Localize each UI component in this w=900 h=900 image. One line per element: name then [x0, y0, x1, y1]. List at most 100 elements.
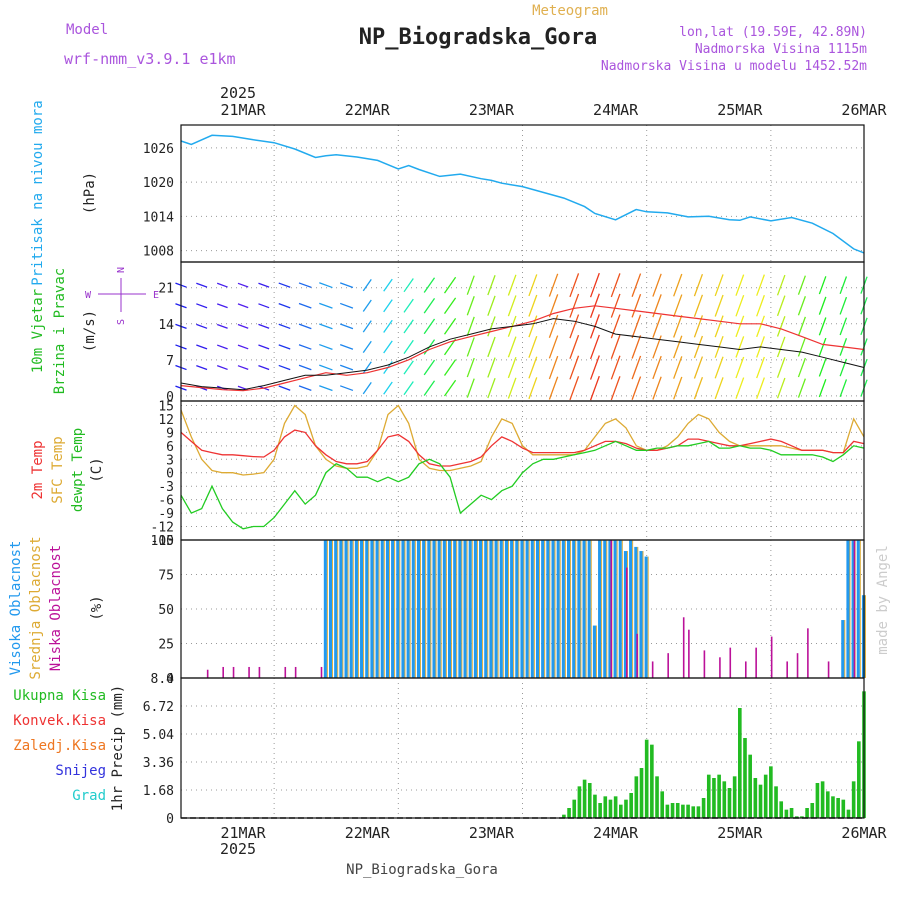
temp-ytick: -6 — [158, 494, 174, 509]
wind-arrow — [589, 272, 600, 298]
wind-arrow — [528, 335, 538, 358]
precip-bar — [758, 784, 763, 818]
wind-key-west: W — [85, 290, 92, 301]
wind-arrow — [383, 299, 393, 313]
wind-arrow — [797, 275, 806, 295]
wind-arrow — [196, 282, 208, 288]
wind-arrow — [298, 344, 312, 350]
mid-cloud-bar — [332, 540, 334, 678]
mid-cloud-bar — [508, 540, 509, 678]
precip-bar — [701, 798, 706, 818]
temp-ylabel-1: 2m Temp — [30, 440, 46, 499]
sfc-temp-line — [180, 404, 865, 476]
high-cloud-bar — [463, 540, 467, 678]
cloud-ylabel-2: Srednja Oblacnost — [28, 536, 44, 679]
low-cloud-bar — [232, 666, 235, 678]
wind-arrow — [362, 279, 372, 292]
wind-arrow — [631, 273, 642, 297]
mid-cloud-bar — [337, 540, 339, 678]
wind-arrow — [319, 302, 333, 309]
mid-cloud-bar — [590, 540, 592, 678]
mid-cloud-bar — [492, 540, 494, 678]
wind-ylabel-2: Brzina i Pravac — [52, 268, 68, 394]
cloud-ytick: 50 — [158, 603, 174, 618]
mid-cloud-bar — [642, 551, 644, 678]
wind-arrow — [693, 273, 704, 297]
bottom-date-axis: 21MAR 22MAR 23MAR 24MAR 25MAR 26MAR 2025 — [220, 824, 888, 858]
mid-cloud-bar — [570, 540, 572, 678]
high-cloud-bar — [510, 540, 514, 678]
mid-cloud-bar — [394, 540, 396, 678]
wind-arrow — [569, 355, 580, 380]
wind-arrow — [652, 273, 662, 297]
mid-cloud-bar — [523, 540, 525, 678]
mid-cloud-bar — [513, 540, 515, 678]
low-cloud-bar — [719, 657, 721, 678]
wind-arrow — [278, 323, 291, 330]
wind-arrow — [403, 319, 414, 334]
temp-ylabel-2: SFC Temp — [50, 436, 66, 503]
high-cloud-bar — [577, 540, 581, 678]
high-cloud-bar — [530, 540, 534, 678]
wind-arrow — [362, 382, 372, 395]
wind-arrow — [466, 316, 475, 337]
bottom-station-label: NP_Biogradska_Gora — [346, 862, 498, 878]
wind-arrow — [610, 314, 621, 339]
wind-arrow — [339, 385, 354, 392]
mid-cloud-bar — [647, 556, 649, 678]
wind-arrow — [714, 377, 724, 400]
low-cloud-bar — [853, 540, 856, 678]
mid-cloud-bar — [451, 540, 453, 678]
cloud-ytick: 100 — [151, 534, 174, 549]
high-cloud-bar — [546, 540, 550, 678]
wind-arrow — [258, 364, 270, 371]
high-cloud-bar — [572, 540, 576, 678]
high-cloud-bar — [334, 540, 338, 678]
wind-arrow — [196, 303, 208, 309]
low-cloud-bar — [258, 666, 261, 678]
wind-arrow — [818, 296, 827, 315]
wind-arrow — [196, 323, 208, 329]
mid-cloud-bar — [564, 540, 566, 678]
mid-cloud-bar — [440, 540, 442, 678]
wind-arrow — [383, 278, 393, 292]
precip-bar — [650, 744, 654, 818]
wind-arrow — [507, 295, 517, 317]
wind-arrow — [487, 316, 496, 337]
wind-arrow — [423, 298, 436, 314]
low-cloud-bar — [294, 666, 297, 678]
top-day-label: 23MAR — [469, 101, 515, 119]
temp-ytick: 3 — [166, 453, 174, 468]
precip-bar — [686, 804, 690, 818]
high-cloud-bar — [396, 540, 400, 678]
model-name: wrf-nmm_v3.9.1 e1km — [64, 50, 236, 68]
wind-arrow — [237, 323, 249, 329]
precip-bar — [572, 799, 577, 818]
pressure-ylabel: Pritisak na nivou mora — [30, 100, 46, 285]
wind-arrow — [631, 355, 642, 380]
wind-arrow — [693, 376, 704, 400]
model-altitude: Nadmorska Visina u modelu 1452.52m — [601, 59, 867, 74]
precip-bar — [722, 781, 727, 818]
wind-arrow — [631, 293, 642, 318]
precip-bar — [748, 754, 752, 818]
high-cloud-bar — [639, 551, 643, 678]
precip-bar — [613, 796, 618, 818]
wind-arrow — [756, 377, 765, 399]
wind-arrow — [735, 336, 745, 358]
wind-arrow — [528, 377, 538, 400]
wind-arrow — [818, 379, 827, 398]
wind-arrow — [797, 296, 806, 316]
wind-arrow — [693, 335, 704, 359]
precip-bar — [789, 808, 794, 818]
cloud-ytick: 75 — [158, 569, 174, 584]
precip-bar — [587, 783, 592, 818]
mid-cloud-bar — [859, 540, 861, 678]
bottom-day-label: 26MAR — [841, 824, 887, 842]
wind-arrow — [487, 336, 496, 358]
high-cloud-bar — [608, 540, 612, 678]
high-cloud-bar — [494, 540, 498, 678]
wind-arrow — [839, 379, 848, 398]
precip-panel: 8.4 6.72 5.04 3.36 1.68 0 — [143, 672, 866, 827]
wind-arrow — [298, 385, 312, 391]
